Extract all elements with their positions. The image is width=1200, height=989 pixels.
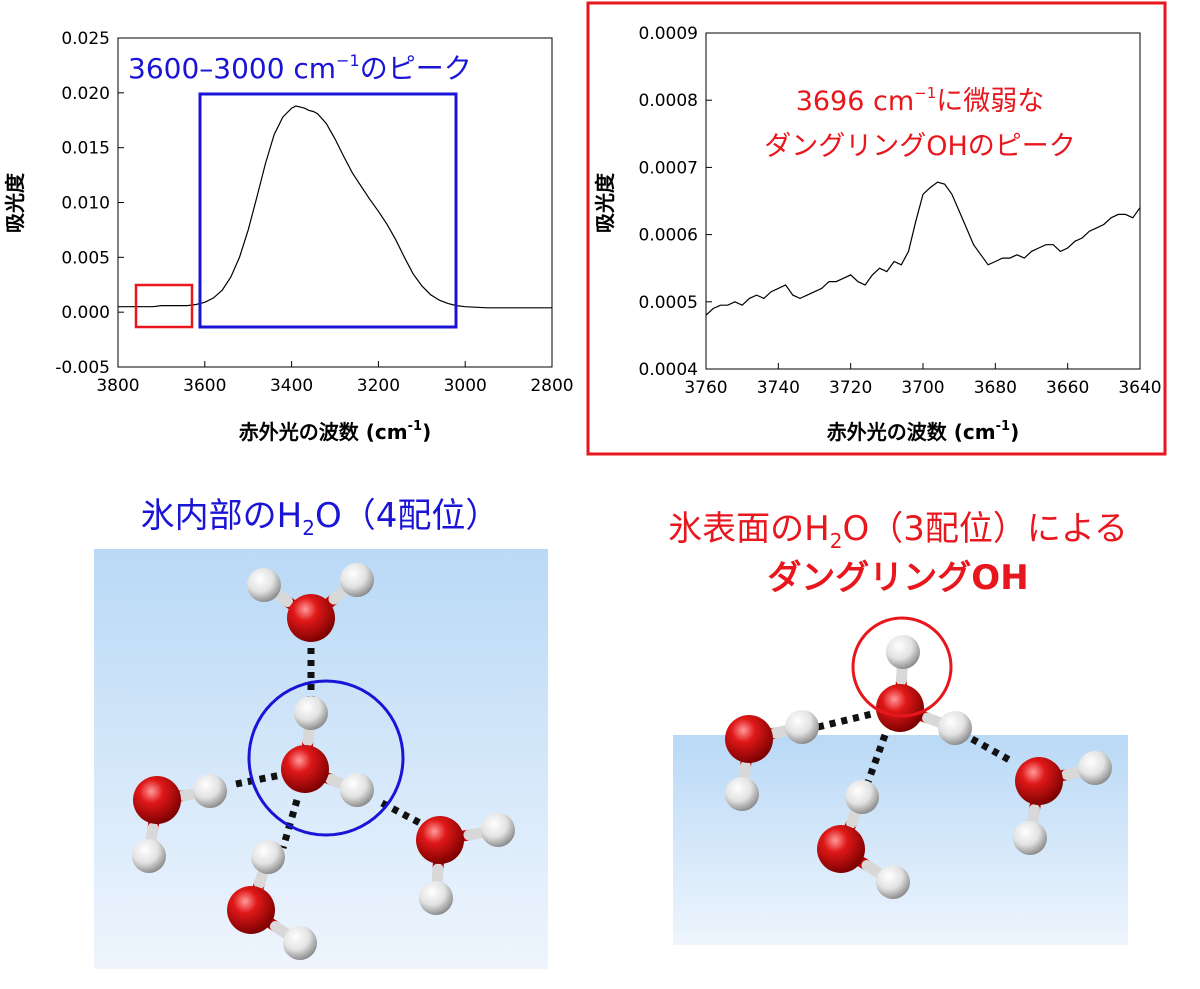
dangling-oh-circle [851,616,953,718]
hydrogen-atom [251,840,285,874]
right-y-axis-label: 吸光度 [593,172,617,233]
y-tick-label: 0.005 [61,248,110,268]
hydrogen-atom [938,711,972,745]
oxygen-atom [133,776,181,824]
left-plot-frame [117,37,553,368]
hydrogen-atom [419,881,453,915]
hydrogen-atom [785,710,819,744]
surface-ice-title-line2: ダングリングOH [767,558,1028,598]
y-tick-label: 0.010 [61,194,110,214]
blue-highlight-box [198,92,458,329]
bulk-water-molecules [132,563,515,960]
oxygen-atom [817,825,865,873]
hydrogen-bond-dashes [817,709,877,731]
hydrogen-atom [845,780,879,814]
x-tick-label: 3000 [444,376,487,396]
y-tick-label: 0.000 [61,303,110,323]
hydrogen-atom [132,839,166,873]
x-tick-label: 3400 [270,376,313,396]
x-tick-label: 3800 [96,376,139,396]
y-tick-label: 0.0009 [639,24,698,44]
left-x-axis-label: 赤外光の波数 (cm-1) [239,419,431,444]
right-outer-red-frame [586,1,1167,456]
hydrogen-atom [340,563,374,597]
hydrogen-atom [481,813,515,847]
x-tick-label: 3200 [357,376,400,396]
hydrogen-bond-dashes [235,771,282,788]
oxygen-atom [227,886,275,934]
left-spectrum-line [118,105,552,309]
left-axis-ticks: 3800 3600 3400 3200 3000 2800 -0.005 0.000 0.005… [55,29,573,396]
x-tick-label: 2800 [530,376,573,396]
oxygen-atom [416,816,464,864]
x-tick-label: 3660 [1046,378,1089,398]
y-tick-label: 0.0007 [639,158,698,178]
hydrogen-bond-dashes [864,733,889,784]
hydrogen-atom [247,568,281,602]
hydrogen-atom [283,926,317,960]
right-axis-ticks: 3760 3740 3720 3700 3680 3660 3640 0.0004 0.0005… [639,24,1162,398]
right-x-axis-label: 赤外光の波数 (cm-1) [827,419,1019,444]
hydrogen-atom [725,777,759,811]
y-tick-label: 0.0004 [639,360,698,380]
y-tick-label: 0.015 [61,139,110,159]
hydrogen-atom [876,865,910,899]
left-annotation: 3600–3000 cm−1のピーク [128,51,472,85]
oxygen-atom [287,594,335,642]
oxygen-atom [281,745,329,793]
hydrogen-atom [340,773,374,807]
surface-water-molecules [725,635,1112,899]
oxygen-atom [725,715,773,763]
hydrogen-bond-dashes [970,735,1015,766]
y-tick-label: 0.0005 [639,293,698,313]
oxygen-atom [876,684,924,732]
hydrogen-bond-dashes [279,799,301,849]
surface-ice-title-line1: 氷表面のH2O（3配位）による [668,509,1128,553]
right-spectrum-line [705,181,1141,316]
x-tick-label: 3720 [829,378,872,398]
hydrogen-atom [886,635,920,669]
x-tick-label: 3600 [183,376,226,396]
x-tick-label: 3760 [684,378,727,398]
left-chart: 3800 3600 3400 3200 3000 2800 -0.005 0.000 0.005… [3,29,574,444]
y-tick-label: -0.005 [55,358,110,378]
y-tick-label: 0.025 [61,29,110,49]
left-y-axis-label: 吸光度 [3,172,27,233]
hydrogen-atom [1078,751,1112,785]
hydrogen-atom [193,774,227,808]
x-tick-label: 3640 [1118,378,1161,398]
x-tick-label: 3700 [901,378,944,398]
bulk-ice-title: 氷内部のH2O（4配位） [141,496,500,540]
x-tick-label: 3740 [757,378,800,398]
right-annotation-line2: ダングリングOHのピーク [764,131,1076,162]
hydrogen-atom [1013,821,1047,855]
y-tick-label: 0.0006 [639,226,698,246]
central-molecule-circle [247,679,405,837]
hydrogen-atom [294,696,328,730]
y-tick-label: 0.020 [61,84,110,104]
right-chart: 3760 3740 3720 3700 3680 3660 3640 0.0004 0.0005… [586,1,1167,456]
oxygen-atom [1015,757,1063,805]
red-highlight-box [134,283,194,329]
x-tick-label: 3680 [974,378,1017,398]
y-tick-label: 0.0008 [639,91,698,111]
surface-ice-panel: 氷表面のH2O（3配位）による ダングリングOH [668,509,1128,945]
bulk-ice-panel: 氷内部のH2O（4配位） [94,496,548,969]
right-annotation-line1: 3696 cm−1に微弱な [796,84,1045,117]
